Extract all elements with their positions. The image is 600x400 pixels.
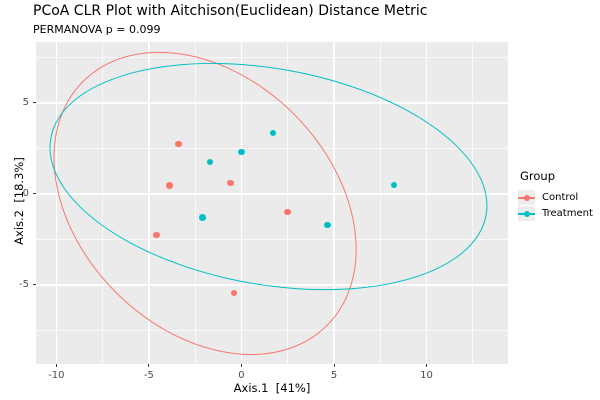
legend-item-label: Treatment — [542, 208, 593, 219]
gridline-x-major — [333, 42, 335, 364]
y-tick-label: 0 — [22, 187, 29, 199]
gridline-y-minor — [36, 329, 508, 331]
gridline-x-major — [240, 42, 243, 364]
data-point-treatment — [390, 181, 398, 189]
data-point-control — [166, 182, 173, 189]
gridline-x-minor — [472, 42, 474, 364]
data-point-treatment — [269, 129, 277, 137]
gridline-x-major — [148, 42, 150, 364]
x-tick-mark — [55, 364, 57, 367]
data-point-control — [227, 179, 234, 187]
gridline-y-minor — [36, 57, 508, 58]
gridline-x-major — [425, 42, 428, 364]
data-point-control — [175, 140, 182, 148]
gridline-y-minor — [36, 238, 508, 240]
legend-item-control: Control — [518, 190, 598, 205]
legend-key-point-icon — [523, 210, 530, 217]
gridline-x-minor — [194, 42, 196, 364]
legend-title: Group — [520, 169, 556, 183]
legend: Group Control Treatment — [518, 169, 598, 222]
y-tick-mark — [33, 193, 36, 195]
y-axis-title: Axis.2 [18.3%] — [12, 157, 26, 245]
y-tick-label: 5 — [22, 96, 29, 108]
plot-panel — [36, 42, 508, 364]
x-tick-label: -10 — [48, 370, 65, 381]
data-point-treatment — [206, 158, 214, 166]
gridline-x-major — [55, 42, 58, 364]
x-tick-label: 10 — [420, 370, 433, 381]
gridline-y-major — [36, 284, 508, 286]
legend-key-point-icon — [523, 194, 530, 201]
page-title: PCoA CLR Plot with Aitchison(Euclidean) … — [33, 3, 428, 19]
gridline-x-minor — [102, 42, 104, 364]
legend-items: Control Treatment — [518, 190, 598, 221]
x-tick-mark — [148, 364, 150, 367]
page-subtitle: PERMANOVA p = 0.099 — [33, 23, 161, 36]
x-tick-label: 5 — [330, 370, 338, 381]
data-point-control — [153, 231, 160, 239]
x-axis-title: Axis.1 [41%] — [233, 381, 311, 395]
legend-key — [518, 206, 535, 221]
x-tick-label: -5 — [143, 370, 154, 381]
gridline-x-minor — [287, 42, 289, 364]
data-point-control — [284, 208, 291, 216]
y-tick-label: -5 — [19, 278, 29, 290]
legend-item-label: Control — [542, 192, 579, 203]
x-tick-mark — [240, 364, 242, 367]
y-tick-mark — [33, 284, 36, 286]
x-tick-mark — [426, 364, 428, 367]
x-tick-label: 0 — [238, 370, 245, 381]
gridline-y-major — [36, 193, 508, 195]
data-point-treatment — [199, 214, 206, 221]
gridline-y-minor — [36, 148, 508, 149]
y-tick-mark — [33, 102, 36, 104]
data-point-control — [230, 289, 238, 297]
legend-item-treatment: Treatment — [518, 206, 598, 221]
legend-key — [518, 190, 535, 205]
data-point-treatment — [238, 148, 245, 156]
gridline-x-minor — [379, 42, 381, 364]
gridline-y-major — [36, 102, 508, 104]
x-tick-mark — [333, 364, 335, 367]
data-point-treatment — [324, 221, 331, 229]
